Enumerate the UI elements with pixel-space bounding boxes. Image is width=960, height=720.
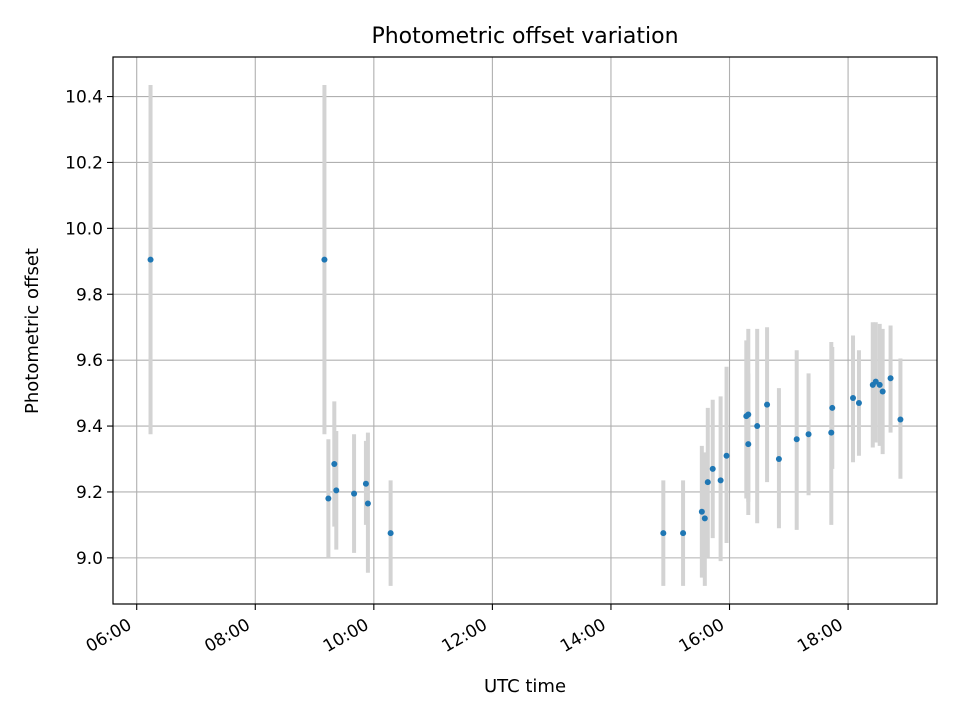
data-points [147,256,904,537]
data-point [879,388,886,395]
data-point [829,404,836,411]
grid [113,57,937,604]
data-point [701,515,708,522]
data-point [321,256,328,263]
data-point [828,429,835,436]
data-point [723,452,730,459]
y-axis: 9.0 9.2 9.4 9.6 9.8 10.0 10.2 10.4 [65,88,113,569]
y-tick-label: 9.0 [76,549,103,569]
y-tick-label: 9.8 [76,285,103,305]
data-point [680,530,687,537]
data-point [775,456,782,463]
data-point [333,487,340,494]
data-point [698,508,705,515]
y-axis-label: Photometric offset [22,248,43,414]
data-point [793,436,800,443]
y-tick-label: 9.4 [76,417,103,437]
x-axis-label: UTC time [484,676,566,697]
y-tick-label: 10.4 [65,88,103,108]
data-point [872,378,879,385]
data-point [897,416,904,423]
data-point [325,495,332,502]
data-point [704,479,711,486]
data-point [754,423,761,430]
data-point [660,530,667,537]
data-point [331,460,338,467]
y-tick-label: 10.0 [65,219,103,239]
data-point [805,431,812,438]
y-tick-label: 9.6 [76,351,103,371]
chart-title: Photometric offset variation [371,24,678,49]
data-point [850,395,857,402]
data-point [364,500,371,507]
data-point [387,530,394,537]
data-point [876,381,883,388]
data-point [147,256,154,263]
data-point [717,477,724,484]
data-point [764,401,771,408]
data-point [745,411,752,418]
data-point [362,480,369,487]
data-point [887,375,894,382]
y-tick-label: 9.2 [76,483,103,503]
data-point [709,465,716,472]
y-tick-label: 10.2 [65,153,103,173]
data-point [745,441,752,448]
plot-frame [112,56,938,605]
data-point [351,490,358,497]
data-point [855,399,862,406]
